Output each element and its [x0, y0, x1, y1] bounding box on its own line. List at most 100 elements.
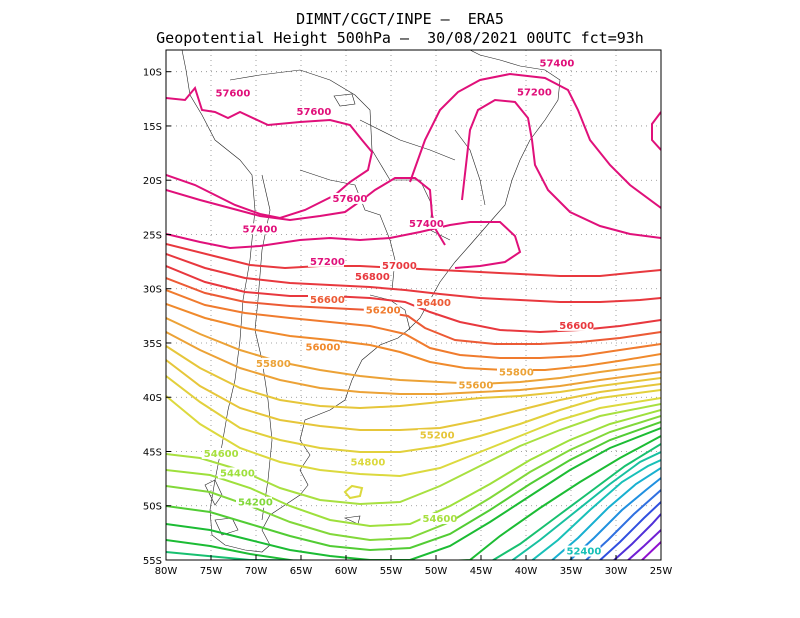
contour-label-text: 56400	[416, 298, 451, 309]
contour-56200	[166, 289, 661, 359]
contour-label-bg	[417, 429, 454, 441]
contour-54000	[166, 421, 661, 552]
contour-56400	[166, 277, 661, 345]
contour-label: 56400	[414, 297, 451, 309]
contour-label-text: 54400	[220, 468, 255, 479]
contour-label: 52400	[564, 545, 601, 558]
contour-label-text: 57200	[310, 257, 345, 268]
contour-label-text: 55600	[459, 381, 494, 392]
contour-55800	[166, 317, 661, 386]
lat-tick-label: 10S	[143, 68, 162, 79]
contour-label: 56600	[308, 293, 345, 306]
contour-label-text: 57200	[517, 88, 552, 99]
contour-label-text: 54200	[238, 498, 273, 509]
lat-tick-label: 15S	[143, 122, 162, 133]
contour-57000	[166, 243, 661, 277]
contour-55200	[166, 359, 661, 431]
contour-label-text: 56800	[355, 272, 390, 283]
lat-tick-label: 40S	[143, 393, 162, 404]
contour-closed-small	[343, 484, 364, 500]
lon-tick-label: 50W	[425, 566, 448, 577]
lat-tick-label: 20S	[143, 176, 162, 187]
contour-label-bg	[420, 513, 457, 525]
lon-tick-label: 45W	[470, 566, 493, 577]
contour-56000	[166, 303, 661, 371]
contour-label-text: 57400	[243, 224, 278, 235]
contour-label-text: 57000	[382, 261, 417, 272]
contour-label-bg	[308, 255, 344, 267]
contour-label: 57000	[380, 260, 417, 272]
contour-55000	[166, 375, 661, 453]
contour-label-bg	[308, 293, 344, 305]
lat-tick-label: 25S	[143, 230, 162, 241]
map-title-line1: DIMNT/CGCT/INPE — ERA5	[296, 10, 504, 28]
contour-label-bg	[254, 357, 290, 369]
lat-tick-label: 35S	[143, 339, 162, 350]
contour-label: 57200	[515, 86, 552, 99]
lon-tick-label: 25W	[650, 566, 673, 577]
contour-label-bg	[294, 106, 331, 118]
contour-57200-south	[166, 221, 522, 269]
contour-label-bg	[456, 379, 493, 391]
lon-tick-label: 55W	[380, 566, 403, 577]
contour-label-text: 57400	[540, 58, 575, 69]
lon-tick-label: 40W	[515, 566, 538, 577]
lon-tick-label: 60W	[335, 566, 358, 577]
contour-label-bg	[537, 57, 574, 69]
axis-ticks: 80W 75W 70W 65W 60W 55W 50W 45W 40W 35W 30W 25W 10S 1…	[143, 68, 672, 577]
contour-label-bg	[348, 456, 385, 468]
contour-label: 56200	[363, 304, 401, 317]
contour-label-bg	[213, 87, 250, 99]
contour-54600	[166, 403, 661, 506]
contour-52200	[598, 501, 661, 560]
contour-label-bg	[303, 341, 340, 353]
lon-tick-label: 80W	[155, 566, 178, 577]
contour-label-text: 57600	[333, 194, 368, 205]
contour-53600	[166, 435, 661, 560]
lat-tick-label: 30S	[143, 285, 162, 296]
contour-label-bg	[564, 545, 601, 557]
contour-label: 57200	[308, 255, 345, 268]
contour-53200	[511, 451, 661, 560]
contour-label: 57400	[407, 217, 444, 230]
contour-label: 54800	[348, 456, 386, 469]
lon-tick-label: 75W	[200, 566, 223, 577]
contour-label-bg	[414, 297, 451, 309]
contour-51800	[626, 529, 661, 560]
contour-label-bg	[407, 217, 443, 229]
contour-label-text: 55800	[499, 368, 534, 379]
contour-label: 55800	[497, 366, 534, 379]
contour-label: 57400	[537, 57, 575, 69]
contour-57200-north	[461, 98, 661, 239]
lat-tick-label: 50S	[143, 502, 162, 513]
contour-label-text: 56600	[559, 321, 594, 332]
contour-closed-east	[651, 111, 661, 151]
contour-53800	[166, 427, 661, 560]
contour-label-bg	[240, 223, 277, 235]
plot-frame	[165, 49, 662, 561]
lon-tick-label: 35W	[560, 566, 583, 577]
contour-label-text: 55200	[420, 430, 455, 441]
contour-label: 54600	[201, 447, 239, 460]
contour-label-bg	[330, 192, 367, 204]
contour-55600	[166, 331, 661, 395]
contour-label-text: 57600	[216, 89, 251, 100]
contour-53000	[530, 459, 661, 560]
contour-52000	[612, 513, 661, 560]
contour-label-text: 56000	[306, 343, 341, 354]
contour-label-text: 54600	[423, 514, 458, 525]
contour-56800	[166, 253, 661, 303]
contour-55400	[166, 345, 661, 410]
contour-label-text: 54800	[351, 458, 386, 469]
contour-label: 54200	[236, 496, 273, 509]
lat-tick-label: 55S	[143, 556, 162, 567]
lon-tick-label: 65W	[290, 566, 313, 577]
contour-label: 56000	[303, 341, 341, 354]
contour-label-bg	[497, 366, 533, 378]
contour-label-text: 56200	[366, 306, 401, 317]
contour-label-text: 57400	[409, 219, 444, 230]
contour-label: 54600	[420, 513, 458, 525]
contour-label-text: 54600	[204, 449, 239, 460]
contour-label: 57600	[294, 106, 331, 118]
